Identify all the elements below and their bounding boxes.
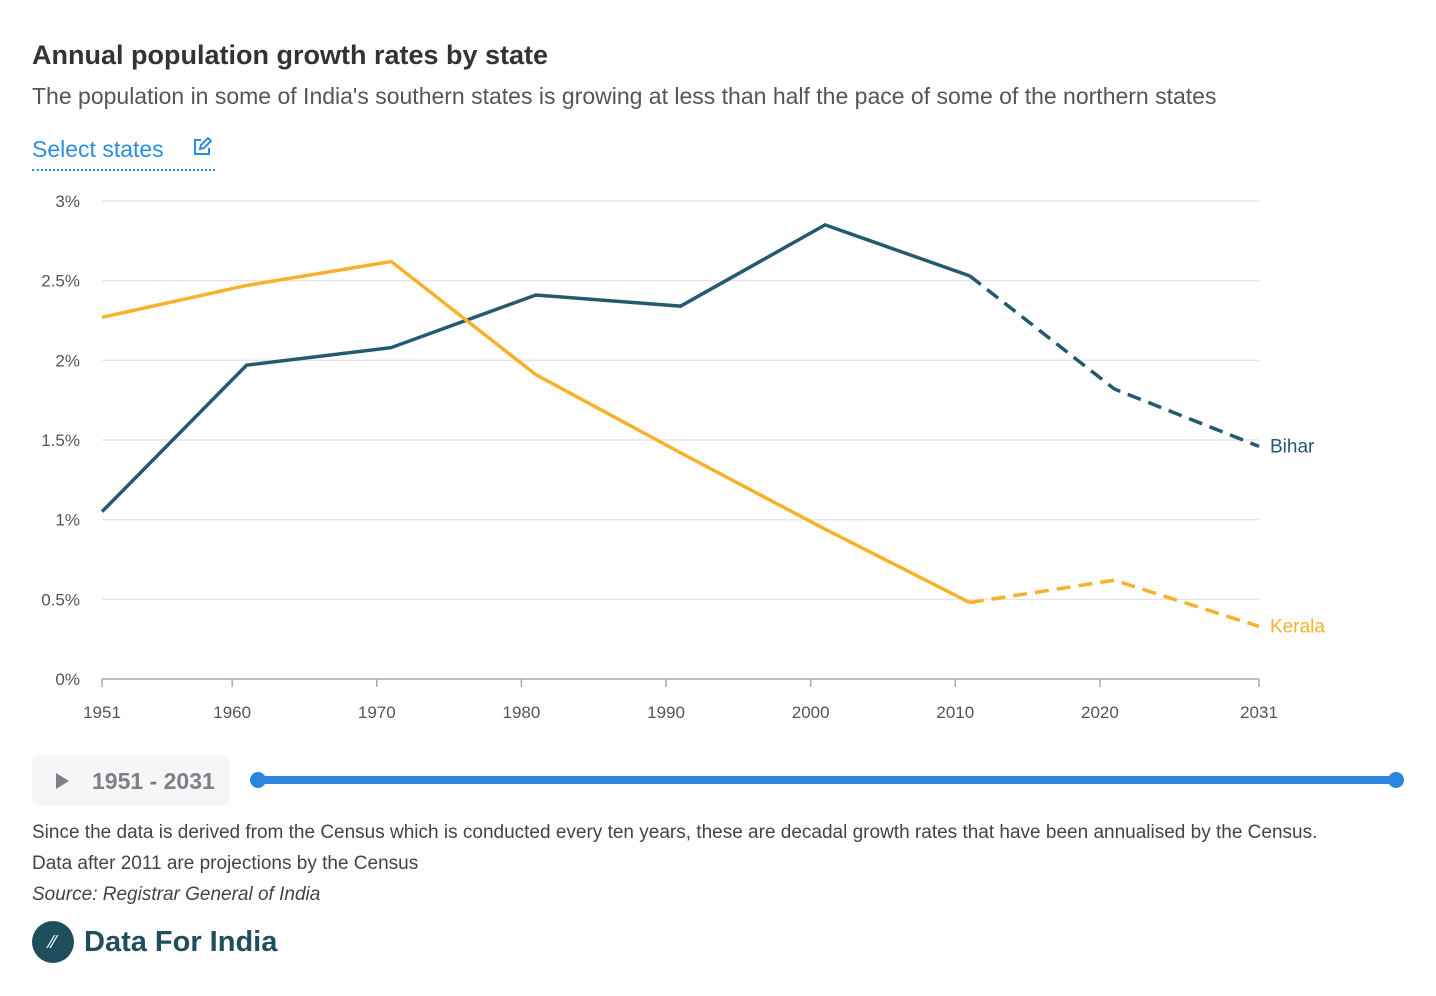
y-tick-label: 1.5% [41, 431, 80, 450]
x-tick-label: 1990 [647, 703, 685, 722]
y-tick-label: 0% [55, 670, 80, 689]
x-tick-label: 2020 [1081, 703, 1119, 722]
source: Source: Registrar General of India [32, 884, 321, 905]
y-tick-label: 3% [55, 192, 80, 211]
year-range-slider[interactable] [250, 772, 1404, 788]
line-chart: 0% 0.5% 1% 1.5% 2% 2.5% 3% 1951 1960 1970 1980 1990… [41, 192, 1325, 722]
x-tick-label: 1980 [502, 703, 540, 722]
select-states-button[interactable]: Select states [32, 136, 215, 171]
footnote-projection: Data after 2011 are projections by the C… [32, 853, 419, 874]
x-tick-label: 2010 [936, 703, 974, 722]
slider-start-handle[interactable] [250, 772, 266, 788]
brand-name: Data For India [84, 925, 278, 958]
year-range: 1951 - 2031 [92, 768, 215, 794]
chart-title: Annual population growth rates by state [32, 40, 549, 70]
footnote: Since the data is derived from the Censu… [32, 822, 1318, 843]
x-tick-label: 1951 [83, 703, 121, 722]
y-tick-label: 1% [55, 511, 80, 530]
select-states-label: Select states [32, 136, 164, 162]
bihar-line [100, 222, 971, 513]
y-tick-label: 2.5% [41, 272, 80, 291]
x-tick-label: 2031 [1240, 703, 1278, 722]
x-tick-label: 2000 [792, 703, 830, 722]
x-tick-label: 1960 [213, 703, 251, 722]
edit-icon [194, 137, 212, 155]
brand-logo: ⁄⁄ Data For India [32, 921, 277, 963]
india-map-icon: ⁄⁄ [32, 921, 74, 963]
play-button[interactable]: 1951 - 2031 [32, 755, 230, 806]
kerala-series-label: Kerala [1270, 616, 1325, 637]
y-tick-label: 0.5% [41, 590, 80, 609]
kerala-line [101, 259, 971, 605]
y-tick-label: 2% [55, 351, 80, 370]
slider-end-handle[interactable] [1388, 772, 1404, 788]
chart-subtitle: The population in some of India's southe… [32, 83, 1217, 109]
x-tick-label: 1970 [358, 703, 396, 722]
bihar-series-label: Bihar [1270, 436, 1315, 457]
bihar-projection-line [968, 274, 1260, 449]
kerala-projection-line [969, 578, 1260, 629]
play-icon [56, 773, 69, 789]
